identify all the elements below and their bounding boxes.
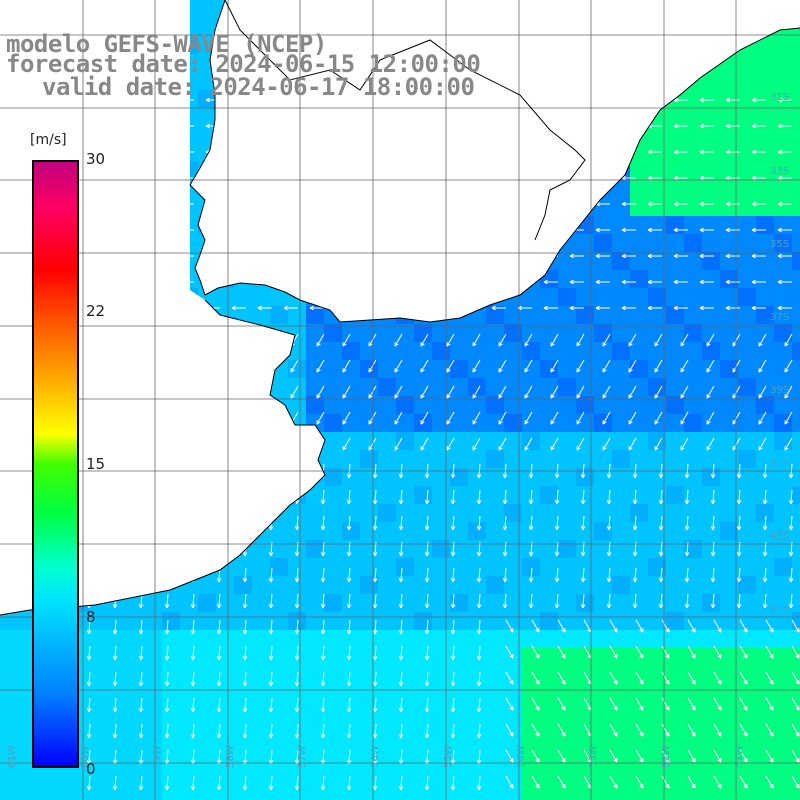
coastline (0, 0, 800, 616)
latitude-label: 37S (770, 312, 789, 323)
latitude-label: 43S (770, 531, 789, 542)
model-title: modelo GEFS-WAVE (NCEP) (6, 30, 327, 58)
colorbar-tick-label: 8 (86, 608, 96, 626)
colorbar-unit: [m/s] (30, 132, 67, 148)
latitude-labels: 31S 33S 35S 37S 39S 41S 43S 45S (770, 92, 789, 615)
longitude-label: 52W (661, 745, 672, 768)
colorbar-tick-label: 22 (86, 302, 106, 320)
latitude-label: 31S (770, 92, 789, 103)
valid-date: valid date: 2024-06-17 18:00:00 (42, 73, 475, 101)
longitude-label: 58W (225, 745, 236, 768)
latitude-label: 39S (770, 385, 789, 396)
longitude-label: 53W (588, 745, 599, 768)
land-mass-south (0, 0, 325, 615)
longitude-label: 51W (734, 745, 745, 768)
latitude-label: 35S (770, 239, 789, 250)
longitude-label: 56W (370, 745, 381, 768)
longitude-label: 57W (297, 745, 308, 768)
land-mass (0, 0, 800, 322)
longitude-label: 55W (443, 745, 454, 768)
forecast-date: forecast date: 2024-06-15 12:00:00 (6, 50, 481, 78)
longitude-label: 61W (7, 745, 18, 768)
colorbar-tick-label: 15 (86, 455, 106, 473)
colorbar (32, 160, 79, 768)
latitude-label: 45S (770, 604, 789, 615)
colorbar-tick-label: 0 (86, 760, 96, 778)
longitude-labels: 61W 60W 59W 58W 57W 56W 55W 54W 53W 52W 51W (7, 745, 745, 768)
latitude-label: 41S (770, 458, 789, 469)
longitude-label: 54W (516, 745, 527, 768)
longitude-label: 59W (152, 745, 163, 768)
colorbar-tick-label: 30 (86, 150, 106, 168)
longitude-label: 60W (80, 745, 91, 768)
latitude-label: 33S (770, 166, 789, 177)
